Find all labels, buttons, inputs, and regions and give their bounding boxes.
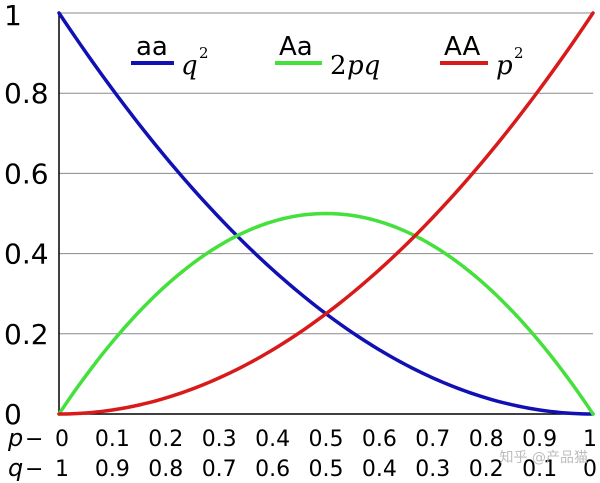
legend-formula-sup-aa: 2 [199,44,209,62]
legend-formula-aa: q [181,51,198,81]
x-tick-q-9: 0.1 [522,457,557,482]
y-tick-labels: 0 0.2 0.4 0.6 0.8 1 [4,0,49,431]
legend-genotype-aa: aa [136,32,168,62]
y-tick-label-2: 0.4 [4,238,49,271]
x-tick-q-10: 0 [583,457,597,482]
x-tick-q-5: 0.5 [309,457,344,482]
x-tick-rows: p −0 0.1 0.2 0.3 0.4 0.5 0.6 0.7 0.8 0.9 1q −1 0.9 0.8… [7,424,597,482]
x-tick-p-10: 1 [583,427,597,452]
watermark: 知乎 @产品猫 [500,449,588,466]
x-tick-p-9: 0.9 [522,427,557,452]
x-row-label-q: q [8,454,23,482]
x-tick-p-3: 0.3 [202,427,237,452]
x-tick-q-0: 1 [55,457,69,482]
legend-genotype-AA: AA [444,32,481,62]
x-tick-q-8: 0.2 [469,457,504,482]
series-line-AA [57,11,595,416]
legend-genotype-Aa: Aa [279,32,313,62]
x-tick-q-3: 0.7 [202,457,237,482]
x-row-dash-p: − [25,427,43,452]
legend-formula-Aa: pq [347,51,380,81]
x-tick-p-0: 0 [55,427,69,452]
x-tick-q-6: 0.4 [362,457,397,482]
x-tick-q-2: 0.8 [148,457,183,482]
legend-formula-coef-Aa: 2 [330,51,347,81]
x-tick-q-1: 0.9 [95,457,130,482]
legend-entry-Aa: Aa 2 pq [275,32,380,81]
x-tick-p-5: 0.5 [309,427,344,452]
x-tick-p-2: 0.2 [148,427,183,452]
x-row-label-p: p [7,424,23,452]
legend-formula-sup-AA: 2 [514,44,524,62]
x-row-dash-q: − [25,457,43,482]
series-line-Aa [57,211,595,416]
x-tick-p-6: 0.6 [362,427,397,452]
series-group [57,11,595,416]
x-tick-q-7: 0.3 [415,457,450,482]
legend-entry-AA: AA p 2 [440,32,524,81]
legend-entry-aa: aaq 2 [131,32,209,81]
y-tick-label-0: 0 [4,398,22,431]
grid-lines [59,12,593,335]
y-tick-label-1: 0.2 [4,318,49,351]
x-tick-p-8: 0.8 [469,427,504,452]
x-tick-q-4: 0.6 [255,457,290,482]
x-tick-p-4: 0.4 [255,427,290,452]
x-tick-p-7: 0.7 [415,427,450,452]
axes [58,13,593,415]
y-tick-label-3: 0.6 [4,157,49,190]
y-tick-label-4: 0.8 [4,77,49,110]
legend-formula-AA: p [496,51,513,81]
y-tick-label-5: 1 [4,0,22,32]
x-tick-p-1: 0.1 [95,427,130,452]
